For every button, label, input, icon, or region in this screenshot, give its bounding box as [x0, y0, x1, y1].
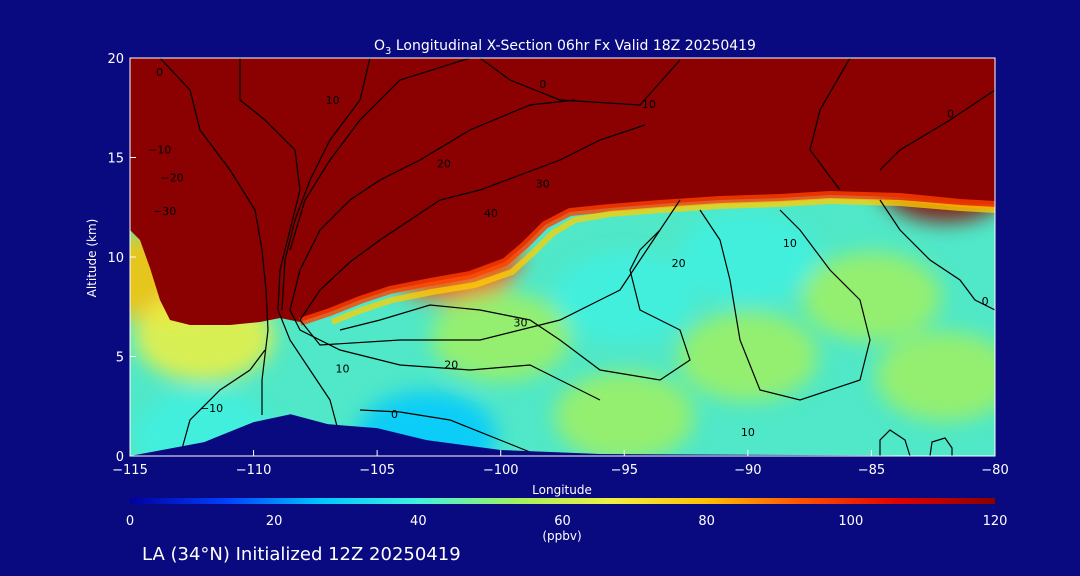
- contour-line-15: [179, 349, 266, 456]
- contour-label-0: 0: [156, 66, 163, 79]
- contour-label-9: 30: [536, 177, 550, 190]
- colorbar-tick-label: 80: [698, 514, 715, 529]
- contour-label-18: 10: [741, 426, 755, 439]
- x-tick-label: −115: [112, 463, 148, 478]
- field-cell-12: [875, 331, 995, 422]
- colorbar-tick-label: 100: [838, 514, 863, 529]
- terrain: [130, 414, 995, 456]
- contour-label-5: −10: [148, 144, 171, 157]
- tropopause-transition: [298, 190, 995, 326]
- x-tick-label: −105: [359, 463, 395, 478]
- field-cell-11: [801, 251, 942, 342]
- y-tick-label: 5: [116, 351, 124, 366]
- contour-line-13: [879, 429, 911, 456]
- field-cell-10: [677, 311, 818, 402]
- contour-label-8: 20: [437, 157, 451, 170]
- colorbar-unit-label: (ppbv): [542, 529, 581, 543]
- contour-line-9: [809, 58, 851, 191]
- y-tick-label: 15: [107, 152, 124, 167]
- x-tick-label: −95: [611, 463, 638, 478]
- x-tick-label: −85: [858, 463, 885, 478]
- colorbar-gradient: [130, 498, 995, 504]
- contour-line-10: [879, 89, 995, 171]
- y-tick-label: 0: [116, 450, 124, 465]
- contour-labels: 0 10 0 10 0 −10 −20 −30 20 30 40 20 10 0 30 20 10 0 10 −10: [148, 66, 989, 439]
- chart-title: O3 Longitudinal X-Section 06hr Fx Valid …: [374, 38, 756, 57]
- contour-label-3: 10: [642, 98, 656, 111]
- colorbar-tick-label: 40: [410, 514, 427, 529]
- x-tick-label: −80: [981, 463, 1008, 478]
- contour-label-17: 0: [391, 408, 398, 421]
- plot-area: 0 10 0 10 0 −10 −20 −30 20 30 40 20 10 0 30 20 10 0 10 −10: [129, 57, 996, 457]
- contour-label-10: 40: [484, 207, 498, 220]
- contour-label-16: 10: [336, 362, 350, 375]
- contour-line-11: [479, 58, 681, 106]
- contour-label-14: 30: [513, 317, 527, 330]
- x-tick-label: −110: [236, 463, 272, 478]
- contour-label-15: 20: [444, 358, 458, 371]
- contour-label-12: 10: [783, 237, 797, 250]
- contour-line-1: [239, 58, 346, 456]
- contour-line-2: [281, 58, 371, 311]
- tropopause-yellow-band: [330, 197, 995, 325]
- y-axis-label: Altitude (km): [85, 219, 99, 298]
- x-axis-label: Longitude: [532, 483, 592, 497]
- contour-label-2: 0: [539, 78, 546, 91]
- contour-line-6: [339, 199, 691, 381]
- field-cell-9: [677, 212, 818, 302]
- y-tick-label: 10: [107, 251, 124, 266]
- contour-label-19: −10: [200, 402, 223, 415]
- contour-label-7: −30: [153, 205, 176, 218]
- x-axis: −115 −110 −105 −100 −95 −90 −85 −80: [112, 450, 1009, 478]
- contour-line-14: [929, 437, 953, 456]
- stratospheric-ozone-region: [130, 58, 995, 325]
- contour-line-5: [299, 124, 661, 346]
- contour-line-8: [879, 199, 995, 311]
- x-tick-label: −100: [483, 463, 519, 478]
- contour-line-3: [289, 58, 471, 251]
- contour-line-0: [159, 58, 269, 415]
- contour-lines: [159, 58, 995, 456]
- colorbar: 0 20 40 60 80 100 120 (ppbv): [126, 498, 1008, 543]
- contour-label-6: −20: [160, 171, 183, 184]
- y-tick-label: 20: [107, 52, 124, 67]
- contour-label-13: 0: [982, 295, 989, 308]
- colorbar-tick-label: 120: [983, 514, 1008, 529]
- caption: LA (34°N) Initialized 12Z 20250419: [142, 544, 461, 565]
- contour-label-1: 10: [326, 94, 340, 107]
- y-axis: 0 5 10 15 20: [107, 52, 136, 465]
- colorbar-tick-label: 20: [266, 514, 283, 529]
- contour-line-12: [359, 409, 541, 456]
- contour-label-4: 0: [947, 108, 954, 121]
- colorbar-tick-label: 0: [126, 514, 134, 529]
- contour-line-7: [699, 209, 871, 401]
- field-cell-15: [554, 371, 695, 456]
- colorbar-tick-label: 60: [554, 514, 571, 529]
- x-tick-label: −90: [734, 463, 761, 478]
- field-cell-7: [430, 291, 571, 382]
- contour-line-4: [289, 99, 601, 401]
- contour-label-11: 20: [672, 257, 686, 270]
